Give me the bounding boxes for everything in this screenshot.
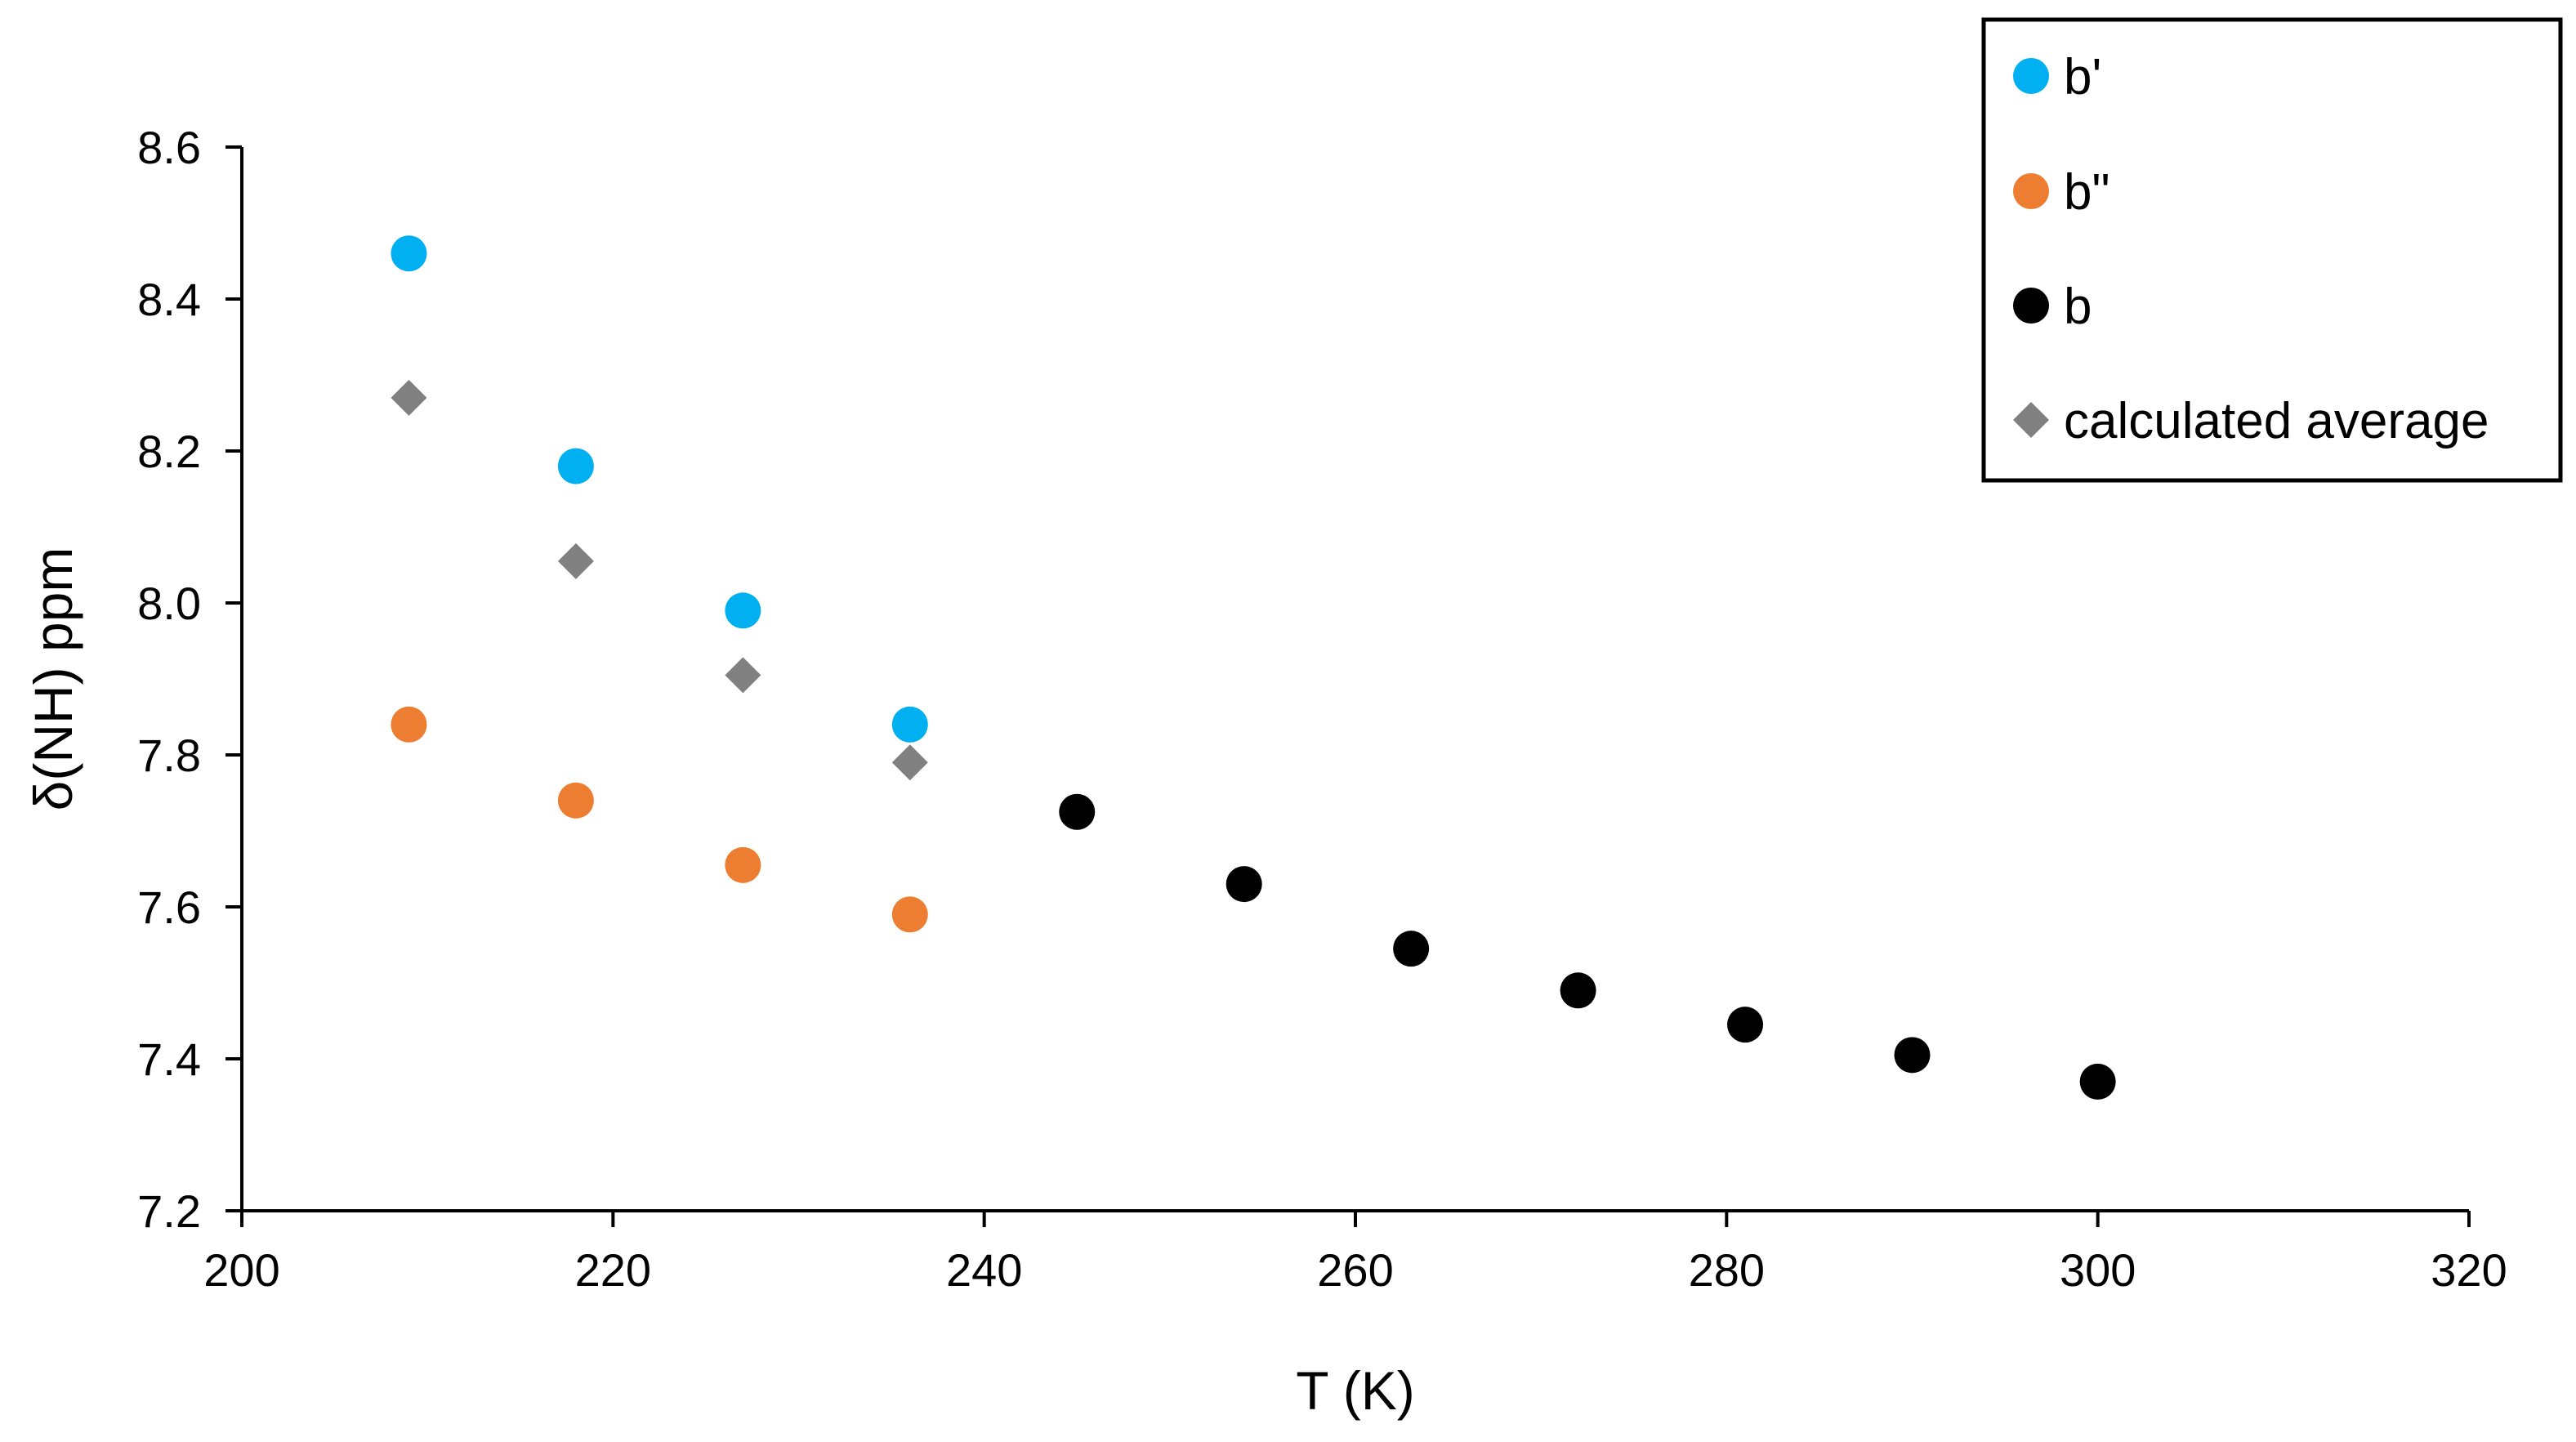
data-point	[391, 706, 427, 743]
legend-marker	[2013, 402, 2049, 438]
legend-marker	[2013, 173, 2049, 209]
tick-labels: 200 220 240 260 280 300 320 7.2 7.4 7.6 7.8 8.0 8.2 8…	[137, 122, 2507, 1296]
x-tick-label: 220	[575, 1244, 651, 1296]
legend-marker	[2013, 288, 2049, 324]
legend-label: b"	[2064, 164, 2110, 221]
data-point	[725, 592, 761, 629]
data-point	[1225, 866, 1262, 903]
data-point	[1894, 1037, 1931, 1074]
x-tick-label: 320	[2431, 1244, 2507, 1296]
data-point	[2079, 1063, 2116, 1100]
data-point	[391, 235, 427, 272]
y-axis-title: δ(NH) ppm	[23, 547, 83, 811]
y-tick-label: 8.0	[137, 578, 201, 629]
legend-label: b	[2064, 279, 2092, 335]
data-points	[391, 235, 2116, 1100]
legend: b' b" b calculated average	[1981, 17, 2563, 483]
x-tick-label: 280	[1689, 1244, 1765, 1296]
legend-box	[1981, 17, 2563, 483]
legend-marker	[2013, 58, 2049, 94]
x-tick-label: 300	[2060, 1244, 2136, 1296]
y-tick-label: 7.8	[137, 730, 201, 781]
y-tick-label: 7.4	[137, 1034, 201, 1085]
data-point	[557, 448, 594, 484]
data-point	[891, 896, 928, 933]
y-tick-label: 8.2	[137, 426, 201, 477]
data-point	[891, 744, 928, 781]
data-point	[1059, 793, 1096, 830]
data-point	[557, 542, 594, 579]
data-point	[1393, 931, 1430, 967]
data-point	[1560, 972, 1596, 1009]
y-tick-label: 8.4	[137, 274, 201, 325]
legend-label: calculated average	[2064, 393, 2489, 449]
data-point	[557, 782, 594, 819]
x-axis-title: T (K)	[1296, 1360, 1414, 1421]
x-tick-label: 200	[203, 1244, 279, 1296]
data-point	[725, 657, 761, 694]
y-tick-label: 7.6	[137, 882, 201, 933]
data-point	[891, 706, 928, 743]
x-tick-label: 240	[946, 1244, 1022, 1296]
data-point	[391, 379, 427, 416]
legend-label: b'	[2064, 49, 2101, 105]
x-tick-label: 260	[1317, 1244, 1393, 1296]
y-tick-label: 7.2	[137, 1185, 201, 1237]
data-point	[725, 846, 761, 883]
ticks	[225, 145, 2471, 1227]
y-tick-label: 8.6	[137, 122, 201, 173]
data-point	[1727, 1007, 1764, 1043]
